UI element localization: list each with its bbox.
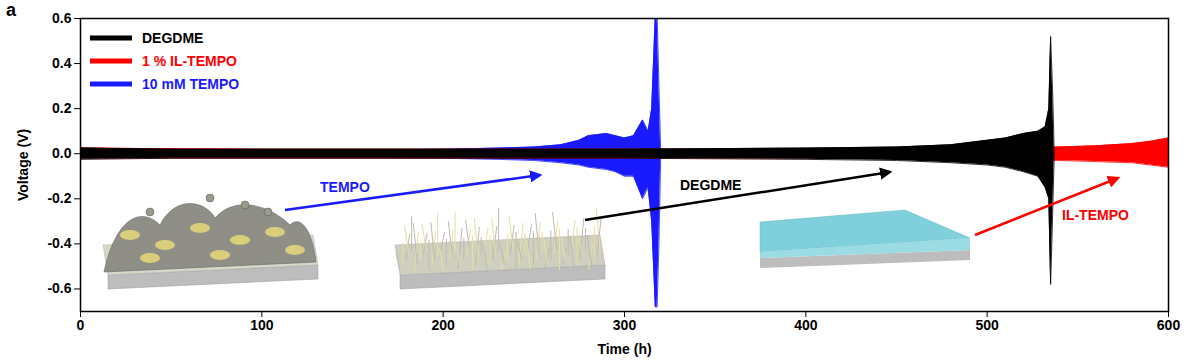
svg-text:0: 0: [77, 317, 85, 333]
svg-text:0.4: 0.4: [52, 55, 72, 71]
svg-text:DEGDME: DEGDME: [142, 30, 203, 46]
svg-text:0.6: 0.6: [52, 10, 72, 26]
svg-text:500: 500: [975, 317, 999, 333]
svg-text:0.2: 0.2: [52, 100, 72, 116]
svg-text:Time (h): Time (h): [597, 341, 651, 357]
svg-text:-0.6: -0.6: [47, 280, 71, 296]
svg-text:200: 200: [431, 317, 455, 333]
svg-text:400: 400: [794, 317, 818, 333]
svg-text:a: a: [6, 0, 17, 20]
svg-text:300: 300: [613, 317, 637, 333]
svg-text:1 % IL-TEMPO: 1 % IL-TEMPO: [142, 53, 237, 69]
svg-text:TEMPO: TEMPO: [320, 179, 370, 195]
svg-text:-0.2: -0.2: [47, 190, 71, 206]
svg-text:0.0: 0.0: [52, 145, 72, 161]
svg-text:600: 600: [1157, 317, 1181, 333]
svg-text:100: 100: [250, 317, 274, 333]
svg-text:-0.4: -0.4: [47, 235, 71, 251]
svg-text:Voltage (V): Voltage (V): [15, 129, 31, 201]
svg-text:10 mM TEMPO: 10 mM TEMPO: [142, 76, 239, 92]
svg-text:DEGDME: DEGDME: [680, 177, 741, 193]
svg-text:IL-TEMPO: IL-TEMPO: [1062, 207, 1129, 223]
